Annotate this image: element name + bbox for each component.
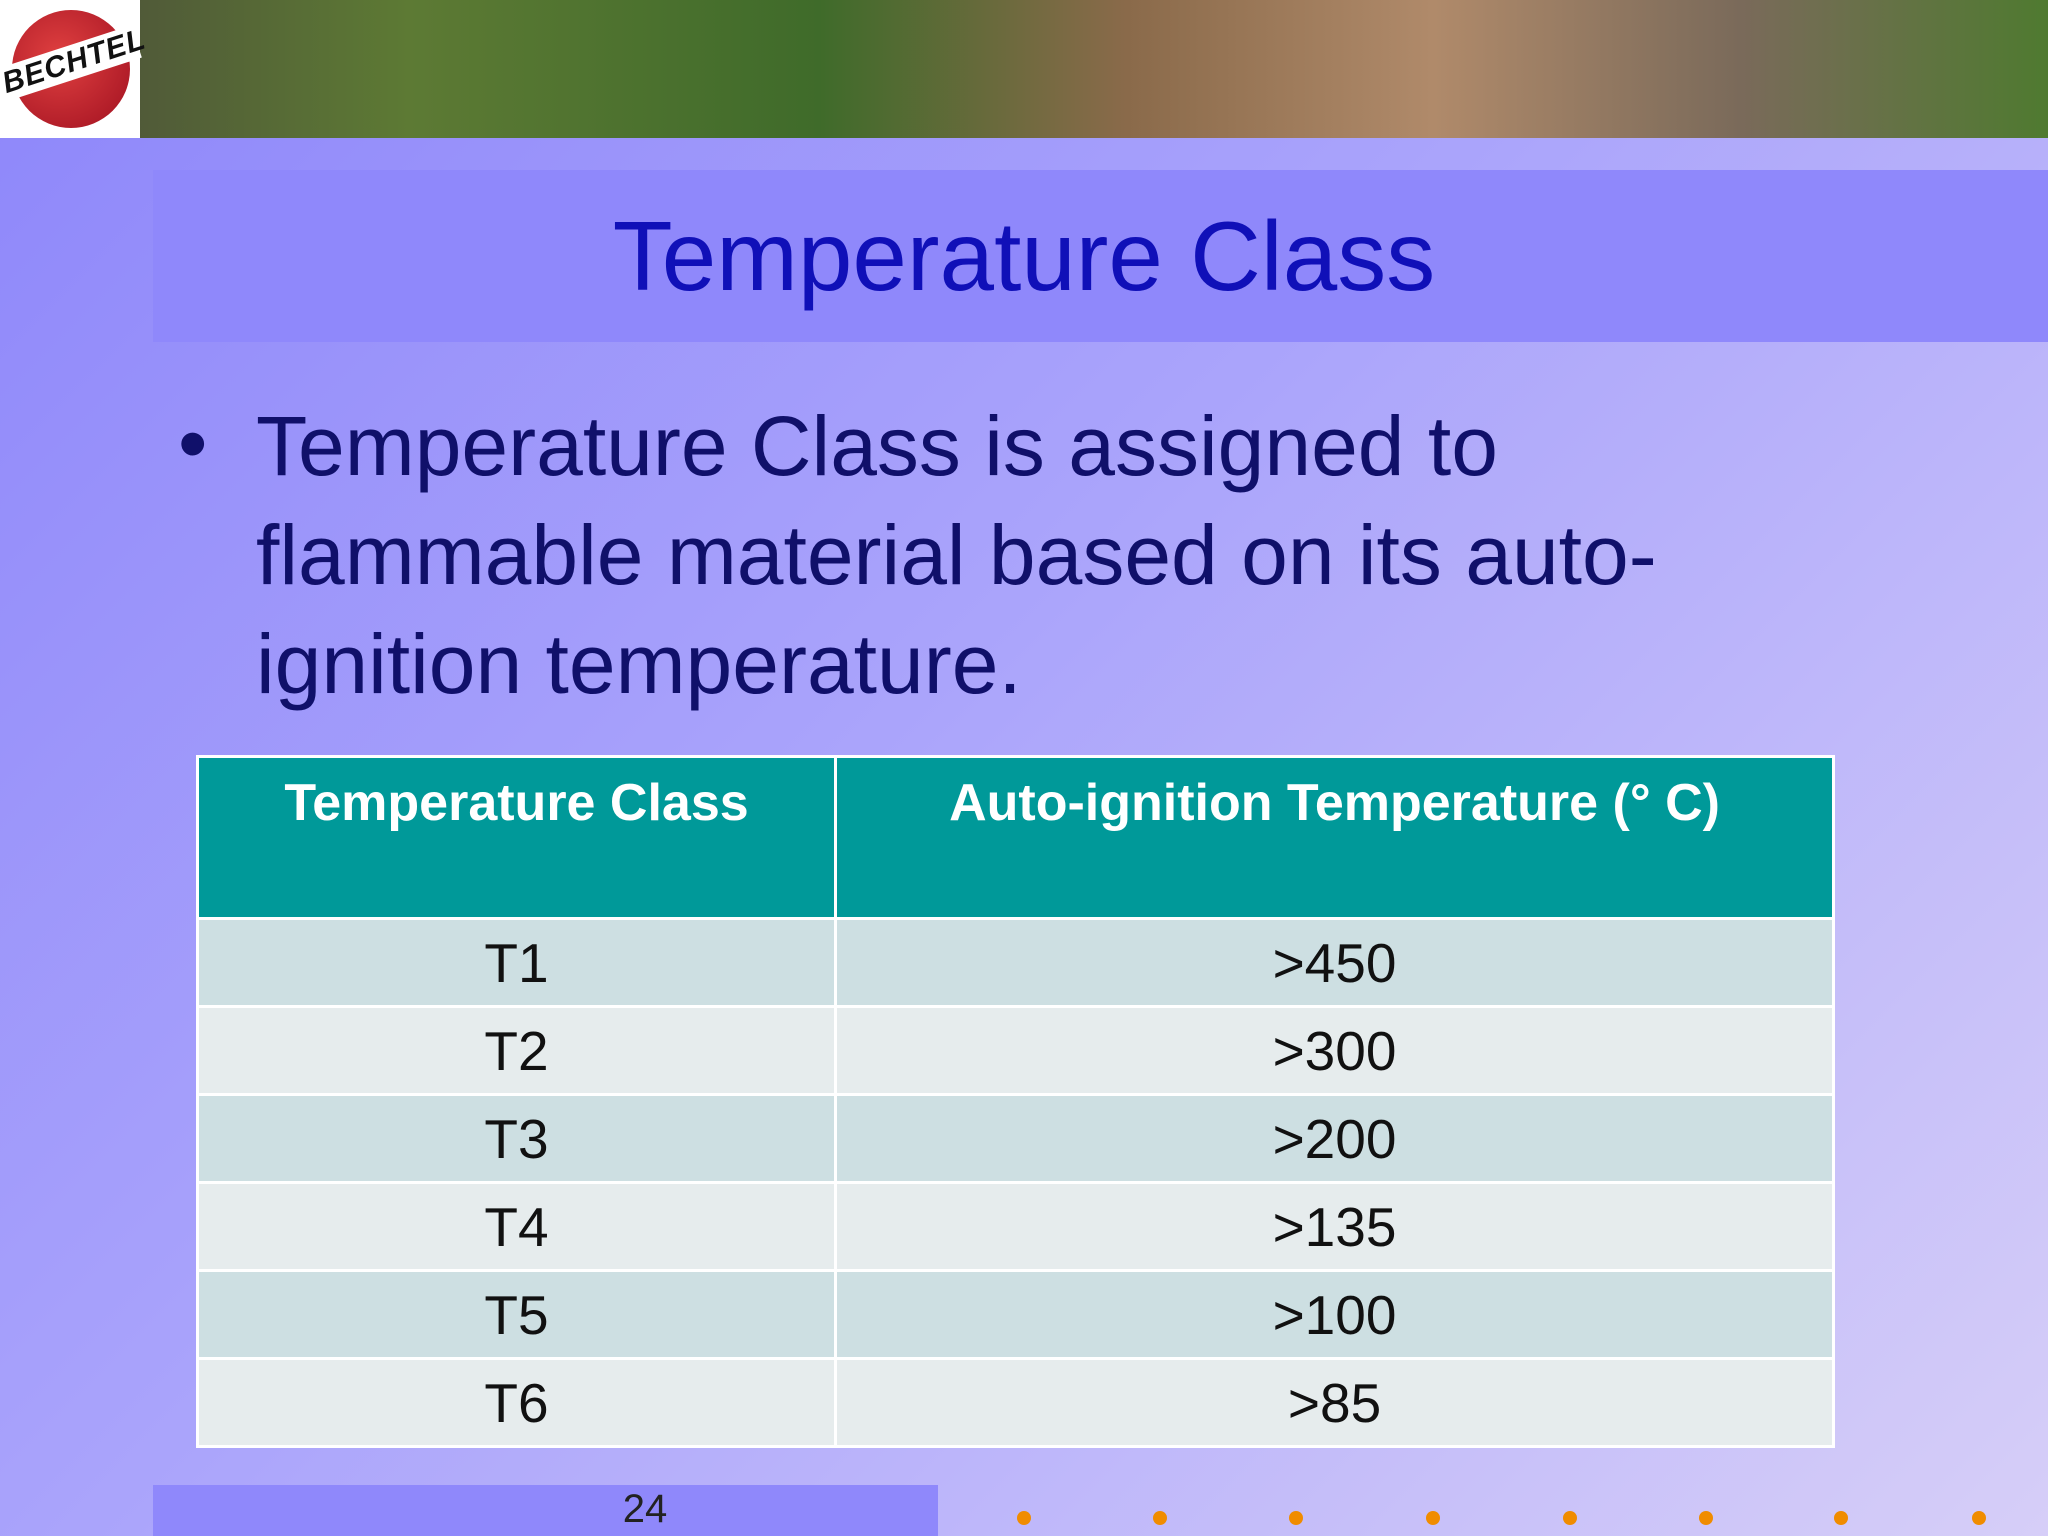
- table-row: T4 >135: [195, 1181, 1835, 1272]
- table-row: T2 >300: [195, 1005, 1835, 1096]
- title-band: [153, 170, 2048, 342]
- table-cell: T3: [195, 1093, 838, 1184]
- table-row: T3 >200: [195, 1093, 1835, 1184]
- bullet-marker: •: [178, 396, 208, 490]
- footer-band: [153, 1485, 938, 1536]
- table-cell: >85: [834, 1357, 1835, 1448]
- table-cell: T6: [195, 1357, 838, 1448]
- table-cell: T5: [195, 1269, 838, 1360]
- table-row: T6 >85: [195, 1357, 1835, 1448]
- table: Temperature Class Auto-ignition Temperatu…: [195, 755, 1835, 1448]
- decor-dot: [1289, 1511, 1303, 1525]
- decor-dot: [1426, 1511, 1440, 1525]
- table-header: Auto-ignition Temperature (° C): [834, 755, 1835, 920]
- decor-dot: [1972, 1511, 1986, 1525]
- table-cell: >300: [834, 1005, 1835, 1096]
- decor-dot: [1834, 1511, 1848, 1525]
- title: Temperature Class: [612, 201, 1436, 311]
- table-cell: T4: [195, 1181, 838, 1272]
- table-row: T5 >100: [195, 1269, 1835, 1360]
- decor-dot: [1563, 1511, 1577, 1525]
- table-cell: >100: [834, 1269, 1835, 1360]
- bullet-text: Temperature Class is assigned to flammab…: [256, 399, 1657, 711]
- table-cell: T1: [195, 917, 838, 1008]
- table-cell: T2: [195, 1005, 838, 1096]
- decor-dot: [1699, 1511, 1713, 1525]
- table-header: Temperature Class: [195, 755, 838, 920]
- table-cell: >135: [834, 1181, 1835, 1272]
- decor-dot: [1153, 1511, 1167, 1525]
- table-cell: >200: [834, 1093, 1835, 1184]
- decor-dot: [1017, 1511, 1031, 1525]
- banner-image: [0, 0, 2048, 138]
- page-number: 24: [622, 1487, 668, 1531]
- logo: BECHTEL: [0, 0, 150, 138]
- table-row: T1 >450: [195, 917, 1835, 1008]
- table-cell: >450: [834, 917, 1835, 1008]
